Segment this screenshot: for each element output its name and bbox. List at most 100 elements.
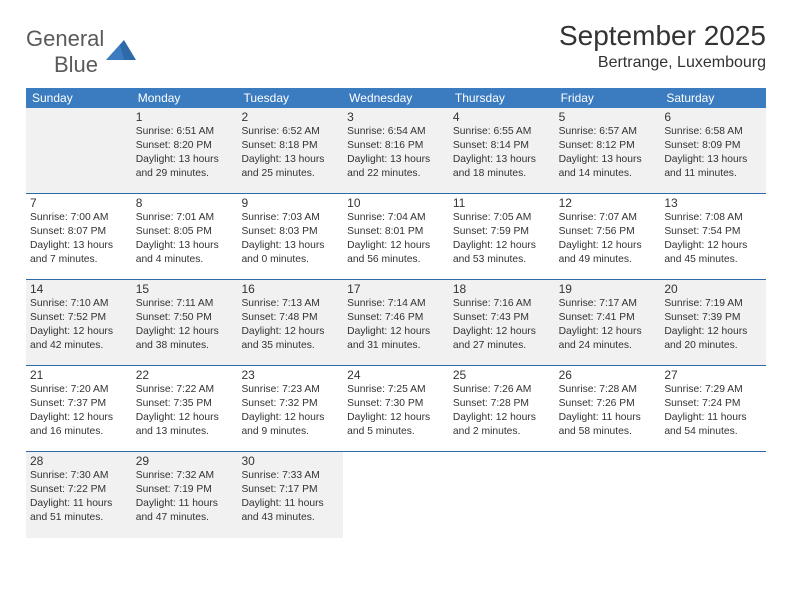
day-cell: 1Sunrise: 6:51 AMSunset: 8:20 PMDaylight… bbox=[132, 108, 238, 193]
day-number: 9 bbox=[241, 196, 339, 210]
sunset-text: Sunset: 7:26 PM bbox=[559, 397, 657, 411]
day-cell: 16Sunrise: 7:13 AMSunset: 7:48 PMDayligh… bbox=[237, 280, 343, 365]
sunset-text: Sunset: 8:18 PM bbox=[241, 139, 339, 153]
day-info: Sunrise: 7:26 AMSunset: 7:28 PMDaylight:… bbox=[453, 383, 551, 439]
sunrise-text: Sunrise: 7:19 AM bbox=[664, 297, 762, 311]
day-cell: 26Sunrise: 7:28 AMSunset: 7:26 PMDayligh… bbox=[555, 366, 661, 451]
day-cell: 20Sunrise: 7:19 AMSunset: 7:39 PMDayligh… bbox=[660, 280, 766, 365]
sunset-text: Sunset: 7:35 PM bbox=[136, 397, 234, 411]
day-number: 29 bbox=[136, 454, 234, 468]
day-cell: 5Sunrise: 6:57 AMSunset: 8:12 PMDaylight… bbox=[555, 108, 661, 193]
day-cell: 6Sunrise: 6:58 AMSunset: 8:09 PMDaylight… bbox=[660, 108, 766, 193]
logo-triangle-icon bbox=[106, 40, 136, 64]
day-cell bbox=[343, 452, 449, 538]
day-cell: 14Sunrise: 7:10 AMSunset: 7:52 PMDayligh… bbox=[26, 280, 132, 365]
daylight-text: Daylight: 11 hours and 51 minutes. bbox=[30, 497, 128, 525]
day-number: 11 bbox=[453, 196, 551, 210]
sunrise-text: Sunrise: 7:05 AM bbox=[453, 211, 551, 225]
day-info: Sunrise: 6:51 AMSunset: 8:20 PMDaylight:… bbox=[136, 125, 234, 181]
sunset-text: Sunset: 7:56 PM bbox=[559, 225, 657, 239]
day-cell: 18Sunrise: 7:16 AMSunset: 7:43 PMDayligh… bbox=[449, 280, 555, 365]
day-info: Sunrise: 7:29 AMSunset: 7:24 PMDaylight:… bbox=[664, 383, 762, 439]
sunset-text: Sunset: 8:01 PM bbox=[347, 225, 445, 239]
sunrise-text: Sunrise: 7:13 AM bbox=[241, 297, 339, 311]
daylight-text: Daylight: 12 hours and 20 minutes. bbox=[664, 325, 762, 353]
sunset-text: Sunset: 7:41 PM bbox=[559, 311, 657, 325]
sunrise-text: Sunrise: 7:29 AM bbox=[664, 383, 762, 397]
day-info: Sunrise: 7:14 AMSunset: 7:46 PMDaylight:… bbox=[347, 297, 445, 353]
day-cell: 3Sunrise: 6:54 AMSunset: 8:16 PMDaylight… bbox=[343, 108, 449, 193]
day-info: Sunrise: 7:10 AMSunset: 7:52 PMDaylight:… bbox=[30, 297, 128, 353]
day-number: 10 bbox=[347, 196, 445, 210]
sunset-text: Sunset: 7:48 PM bbox=[241, 311, 339, 325]
daylight-text: Daylight: 12 hours and 16 minutes. bbox=[30, 411, 128, 439]
sunrise-text: Sunrise: 7:16 AM bbox=[453, 297, 551, 311]
sunrise-text: Sunrise: 7:04 AM bbox=[347, 211, 445, 225]
sunrise-text: Sunrise: 7:20 AM bbox=[30, 383, 128, 397]
day-info: Sunrise: 6:58 AMSunset: 8:09 PMDaylight:… bbox=[664, 125, 762, 181]
daylight-text: Daylight: 12 hours and 53 minutes. bbox=[453, 239, 551, 267]
daylight-text: Daylight: 12 hours and 13 minutes. bbox=[136, 411, 234, 439]
sunrise-text: Sunrise: 7:28 AM bbox=[559, 383, 657, 397]
day-number: 8 bbox=[136, 196, 234, 210]
sunset-text: Sunset: 7:17 PM bbox=[241, 483, 339, 497]
daylight-text: Daylight: 13 hours and 11 minutes. bbox=[664, 153, 762, 181]
day-number: 15 bbox=[136, 282, 234, 296]
day-cell: 9Sunrise: 7:03 AMSunset: 8:03 PMDaylight… bbox=[237, 194, 343, 279]
day-cell: 7Sunrise: 7:00 AMSunset: 8:07 PMDaylight… bbox=[26, 194, 132, 279]
day-info: Sunrise: 7:04 AMSunset: 8:01 PMDaylight:… bbox=[347, 211, 445, 267]
day-number: 27 bbox=[664, 368, 762, 382]
sunset-text: Sunset: 7:52 PM bbox=[30, 311, 128, 325]
day-cell: 13Sunrise: 7:08 AMSunset: 7:54 PMDayligh… bbox=[660, 194, 766, 279]
day-cell: 12Sunrise: 7:07 AMSunset: 7:56 PMDayligh… bbox=[555, 194, 661, 279]
day-cell: 15Sunrise: 7:11 AMSunset: 7:50 PMDayligh… bbox=[132, 280, 238, 365]
logo-text-2: Blue bbox=[54, 52, 98, 77]
day-number: 17 bbox=[347, 282, 445, 296]
sunset-text: Sunset: 7:59 PM bbox=[453, 225, 551, 239]
daylight-text: Daylight: 12 hours and 35 minutes. bbox=[241, 325, 339, 353]
sunrise-text: Sunrise: 7:01 AM bbox=[136, 211, 234, 225]
day-cell bbox=[660, 452, 766, 538]
sunrise-text: Sunrise: 7:14 AM bbox=[347, 297, 445, 311]
day-cell bbox=[555, 452, 661, 538]
day-info: Sunrise: 7:23 AMSunset: 7:32 PMDaylight:… bbox=[241, 383, 339, 439]
day-number: 6 bbox=[664, 110, 762, 124]
daylight-text: Daylight: 13 hours and 29 minutes. bbox=[136, 153, 234, 181]
sunset-text: Sunset: 8:12 PM bbox=[559, 139, 657, 153]
sunset-text: Sunset: 8:07 PM bbox=[30, 225, 128, 239]
day-number: 3 bbox=[347, 110, 445, 124]
day-cell: 22Sunrise: 7:22 AMSunset: 7:35 PMDayligh… bbox=[132, 366, 238, 451]
daylight-text: Daylight: 13 hours and 25 minutes. bbox=[241, 153, 339, 181]
week-row: 1Sunrise: 6:51 AMSunset: 8:20 PMDaylight… bbox=[26, 108, 766, 194]
day-header: Wednesday bbox=[343, 88, 449, 108]
day-number: 4 bbox=[453, 110, 551, 124]
day-cell: 25Sunrise: 7:26 AMSunset: 7:28 PMDayligh… bbox=[449, 366, 555, 451]
daylight-text: Daylight: 11 hours and 43 minutes. bbox=[241, 497, 339, 525]
daylight-text: Daylight: 13 hours and 22 minutes. bbox=[347, 153, 445, 181]
sunrise-text: Sunrise: 7:10 AM bbox=[30, 297, 128, 311]
daylight-text: Daylight: 12 hours and 9 minutes. bbox=[241, 411, 339, 439]
day-cell: 4Sunrise: 6:55 AMSunset: 8:14 PMDaylight… bbox=[449, 108, 555, 193]
sunrise-text: Sunrise: 7:26 AM bbox=[453, 383, 551, 397]
day-info: Sunrise: 7:07 AMSunset: 7:56 PMDaylight:… bbox=[559, 211, 657, 267]
day-info: Sunrise: 7:30 AMSunset: 7:22 PMDaylight:… bbox=[30, 469, 128, 525]
day-info: Sunrise: 7:05 AMSunset: 7:59 PMDaylight:… bbox=[453, 211, 551, 267]
day-cell: 23Sunrise: 7:23 AMSunset: 7:32 PMDayligh… bbox=[237, 366, 343, 451]
sunset-text: Sunset: 7:32 PM bbox=[241, 397, 339, 411]
day-info: Sunrise: 7:19 AMSunset: 7:39 PMDaylight:… bbox=[664, 297, 762, 353]
day-header: Saturday bbox=[660, 88, 766, 108]
day-info: Sunrise: 7:13 AMSunset: 7:48 PMDaylight:… bbox=[241, 297, 339, 353]
day-number: 21 bbox=[30, 368, 128, 382]
day-number: 24 bbox=[347, 368, 445, 382]
sunrise-text: Sunrise: 7:07 AM bbox=[559, 211, 657, 225]
sunset-text: Sunset: 7:22 PM bbox=[30, 483, 128, 497]
day-cell: 2Sunrise: 6:52 AMSunset: 8:18 PMDaylight… bbox=[237, 108, 343, 193]
day-info: Sunrise: 7:03 AMSunset: 8:03 PMDaylight:… bbox=[241, 211, 339, 267]
day-header: Sunday bbox=[26, 88, 132, 108]
day-cell: 29Sunrise: 7:32 AMSunset: 7:19 PMDayligh… bbox=[132, 452, 238, 538]
sunrise-text: Sunrise: 7:23 AM bbox=[241, 383, 339, 397]
sunrise-text: Sunrise: 7:00 AM bbox=[30, 211, 128, 225]
day-header: Tuesday bbox=[237, 88, 343, 108]
day-number: 23 bbox=[241, 368, 339, 382]
day-info: Sunrise: 7:25 AMSunset: 7:30 PMDaylight:… bbox=[347, 383, 445, 439]
